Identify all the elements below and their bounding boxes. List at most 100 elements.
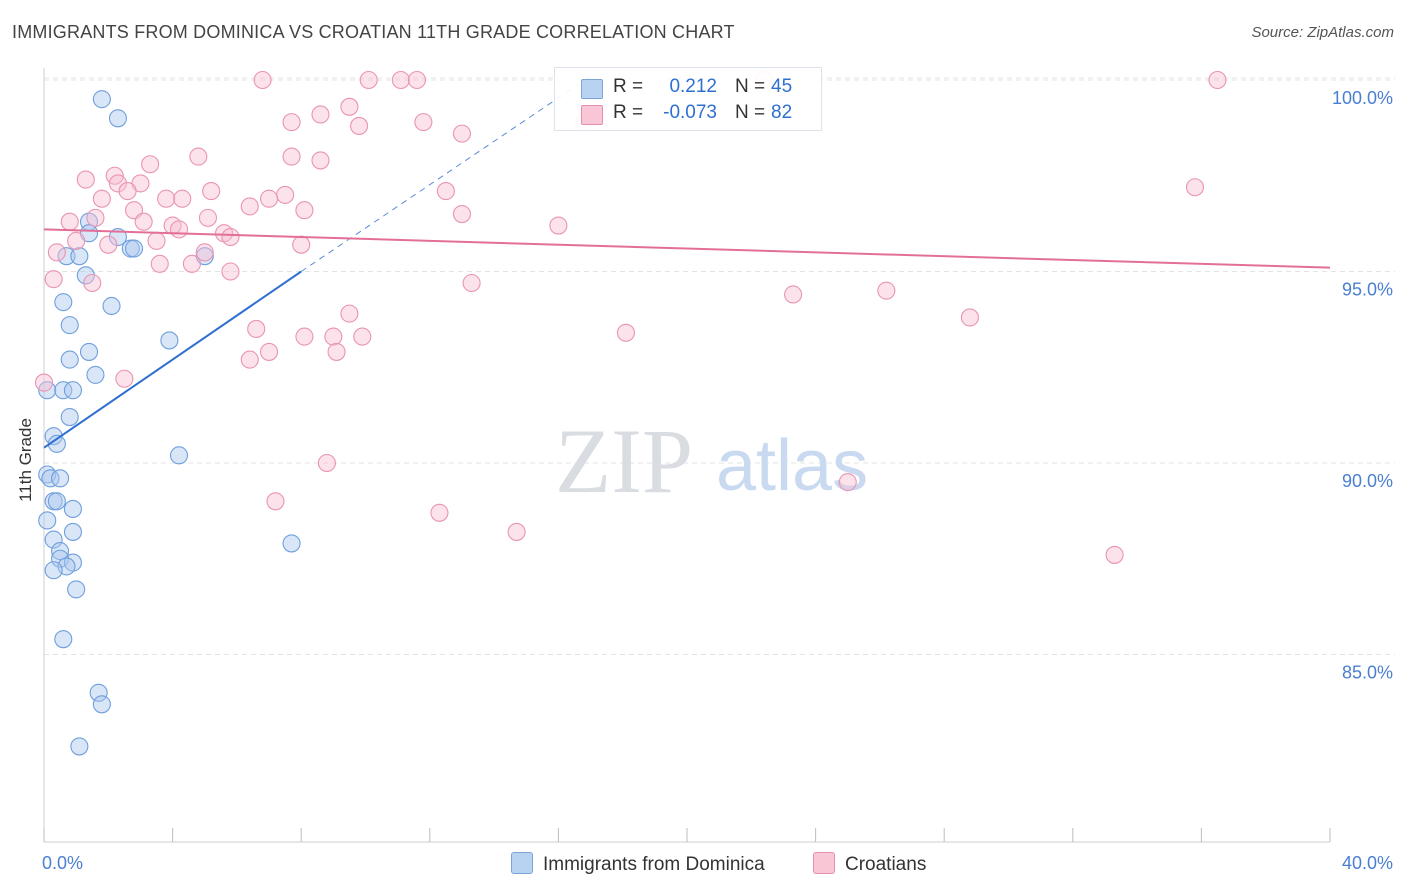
legend-r-value: -0.073 (663, 102, 717, 123)
croatian-point (221, 227, 240, 247)
croatian-point (86, 208, 105, 227)
croatian-point (311, 105, 330, 124)
watermark-zip: ZIP (555, 410, 693, 512)
croatian-point (195, 243, 214, 262)
croatian-point (67, 231, 86, 250)
stats-legend: R = 0.212 N = 45 R = -0.073 N = 82 (554, 67, 822, 131)
watermark-atlas: atlas (716, 426, 868, 506)
dominica-point (63, 522, 82, 541)
legend-swatch-croatians (581, 105, 603, 125)
legend-label-dominica: Immigrants from Dominica (543, 854, 765, 875)
croatian-point (150, 254, 169, 273)
legend-label-croatians: Croatians (845, 854, 927, 875)
croatian-point (282, 147, 301, 166)
source-label: Source: ZipAtlas.com (1251, 24, 1394, 41)
croatian-point (173, 189, 192, 208)
croatian-point (118, 182, 137, 201)
croatian-point (452, 124, 472, 143)
croatian-point (253, 70, 272, 90)
dominica-point (76, 266, 95, 285)
croatian-point (92, 189, 111, 208)
chart-title: IMMIGRANTS FROM DOMINICA VS CROATIAN 11T… (12, 22, 735, 42)
trend-layer (43, 75, 1331, 449)
legend-n-value: 82 (771, 102, 793, 123)
bottom-legend-croatians[interactable]: Croatians (813, 852, 926, 876)
croatian-point (44, 270, 63, 289)
croatian-point (202, 182, 221, 201)
croatian-point (350, 116, 369, 136)
croatian-point (317, 453, 336, 473)
dominica-point (63, 499, 82, 519)
croatian-point (340, 304, 359, 323)
croatian-point (198, 208, 218, 227)
croatian-point (784, 285, 803, 304)
croatian-point (960, 308, 979, 327)
croatian-point (83, 273, 102, 293)
croatian-point (60, 212, 79, 231)
axis-layer (43, 68, 1331, 843)
croatian-trend-line (43, 228, 1331, 269)
legend-swatch-dominica (581, 79, 603, 99)
y-tick-label: 85.0% (1342, 663, 1393, 683)
bottom-legend-dominica[interactable]: Immigrants from Dominica (511, 852, 765, 876)
croatian-point (134, 212, 153, 231)
y-tick-label: 90.0% (1342, 471, 1393, 491)
croatian-point (311, 151, 330, 170)
croatian-point (99, 235, 118, 254)
croatian-point (276, 185, 295, 204)
dominica-point (79, 342, 99, 361)
croatian-point (1105, 545, 1124, 564)
legend-r-label: R = (613, 102, 644, 123)
dominica-point (67, 580, 86, 599)
croatian-point (292, 235, 311, 254)
croatian-point (549, 216, 568, 235)
dominica-point (54, 630, 73, 649)
croatian-point (507, 522, 526, 541)
dominica-trend-line (43, 270, 302, 449)
croatian-point (147, 231, 166, 250)
croatian-point (1185, 178, 1205, 197)
legend-swatch-dominica (511, 852, 533, 874)
dominica-point (41, 469, 60, 488)
dominica-point (124, 239, 144, 258)
dominica-point (92, 695, 111, 714)
y-tick-label: 95.0% (1342, 280, 1393, 300)
legend-r-value: 0.212 (669, 76, 717, 97)
dominica-point (51, 542, 70, 561)
x-tick-label-min: 0.0% (42, 853, 83, 873)
dominica-point (160, 331, 179, 350)
dominica-point (60, 407, 79, 427)
croatian-point (414, 113, 433, 132)
points-layer (34, 70, 1227, 756)
croatian-point (182, 254, 201, 273)
croatian-point (221, 262, 240, 281)
dominica-point (54, 293, 73, 312)
croatian-point (391, 70, 410, 90)
dominica-point (102, 296, 121, 316)
croatian-point (436, 182, 455, 201)
croatian-point (76, 170, 95, 189)
dominica-point (169, 446, 189, 465)
dominica-point (51, 469, 70, 488)
dominica-point (108, 227, 127, 247)
dominica-point (57, 247, 76, 266)
croatian-point (1208, 70, 1227, 90)
dominica-point (89, 683, 108, 702)
croatian-point (141, 155, 160, 174)
dominica-point (70, 737, 89, 756)
croatian-point (189, 147, 208, 166)
croatian-point (407, 70, 426, 90)
dominica-point (47, 492, 66, 511)
dominica-point (282, 534, 301, 553)
dominica-point (63, 381, 82, 400)
y-tick-label: 100.0% (1332, 88, 1393, 108)
croatian-point (240, 350, 259, 369)
croatian-point (327, 342, 346, 361)
croatian-point (266, 492, 285, 511)
dominica-point (54, 381, 73, 400)
croatian-point (616, 323, 635, 342)
legend-n-label: N = (735, 76, 766, 97)
croatian-point (108, 174, 127, 193)
dominica-point (70, 247, 89, 266)
